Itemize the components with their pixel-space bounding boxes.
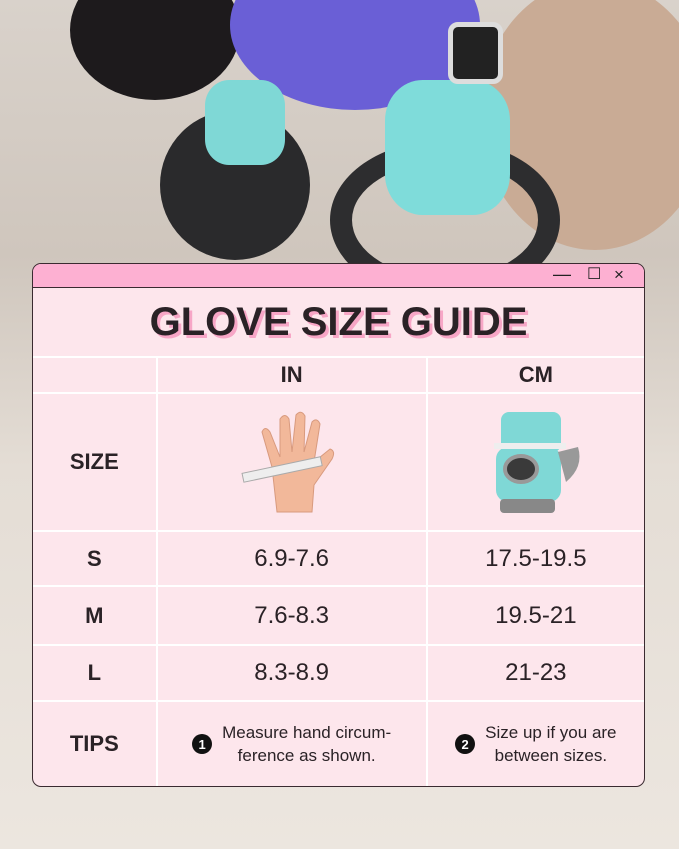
size-guide-window: — ☐ × GLOVE SIZE GUIDE IN CM SIZE S 6.9-… (32, 263, 645, 787)
table-row: M 7.6-8.3 19.5-21 (33, 587, 644, 646)
title-bar: — ☐ × (33, 264, 644, 288)
table-row: S 6.9-7.6 17.5-19.5 (33, 532, 644, 587)
page-title: GLOVE SIZE GUIDE (33, 288, 644, 358)
tip-1: 1 Measure hand circum-ference as shown. (192, 721, 391, 767)
header-in: IN (158, 358, 428, 392)
number-2-icon: 2 (455, 734, 476, 754)
maximize-icon[interactable]: ☐ (587, 266, 602, 283)
minimize-icon[interactable]: — (553, 264, 571, 284)
hand-measure-illustration (158, 394, 428, 530)
background-photo (0, 0, 679, 300)
hand-icon (241, 411, 334, 513)
size-row: SIZE (33, 394, 644, 532)
glove-right (385, 80, 510, 215)
in-value: 7.6-8.3 (158, 587, 428, 644)
header-cm: CM (518, 362, 553, 387)
smartwatch (448, 22, 503, 84)
tips-row: TIPS 1 Measure hand circum-ference as sh… (33, 702, 644, 786)
close-icon[interactable]: × (614, 265, 624, 284)
tip-1-line-1: Measure hand circum- (222, 723, 392, 742)
glove-icon (493, 412, 580, 513)
table-row: L 8.3-8.9 21-23 (33, 646, 644, 702)
header-empty (33, 358, 158, 392)
tip-2-line-2: between sizes. (494, 746, 608, 765)
tip-1-line-2: ference as shown. (237, 746, 376, 765)
tip-2: 2 Size up if you are between sizes. (455, 721, 617, 767)
cm-value: 19.5-21 (495, 601, 577, 629)
cm-value: 17.5-19.5 (485, 544, 587, 572)
size-label: SIZE (33, 394, 158, 530)
in-value: 8.3-8.9 (158, 646, 428, 700)
tip-2-line-1: Size up if you are (485, 723, 617, 742)
glove-left (205, 80, 285, 165)
size-m: M (33, 587, 158, 644)
number-1-icon: 1 (192, 734, 213, 754)
glove-illustration (428, 394, 644, 530)
size-l: L (33, 646, 158, 700)
size-s: S (33, 532, 158, 585)
header-row: IN CM (33, 358, 644, 394)
tips-label: TIPS (33, 702, 158, 786)
in-value: 6.9-7.6 (158, 532, 428, 585)
cm-value: 21-23 (505, 659, 567, 686)
